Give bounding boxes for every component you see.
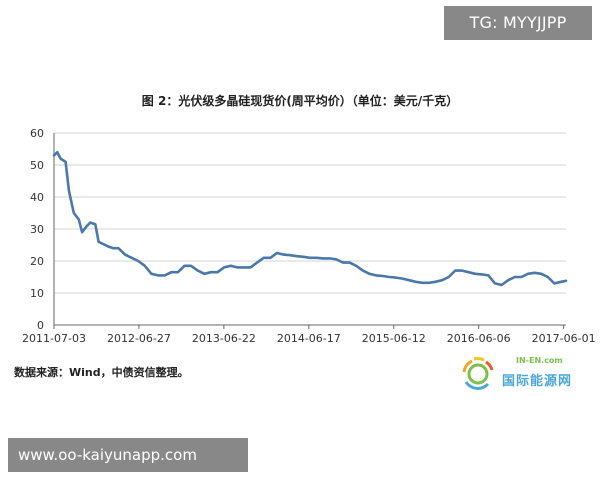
y-tick-label-40: 40	[30, 191, 44, 204]
x-tick-label-2014-06-17: 2014-06-17	[277, 332, 341, 345]
x-tick-label-2017-06-01: 2017-06-01	[532, 332, 596, 345]
y-tick-label-30: 30	[30, 223, 44, 236]
y-tick-label-10: 10	[30, 287, 44, 300]
axes	[53, 133, 566, 329]
watermark-telegram: TG: MYYJJPP	[444, 6, 592, 40]
x-tick-label-2012-06-27: 2012-06-27	[107, 332, 171, 345]
watermark-website: www.oo-kaiyunapp.com	[8, 438, 248, 472]
chart-title: 图 2：光伏级多晶硅现货价(周平均价）（单位：美元/千克）	[141, 94, 459, 108]
y-tick-label-50: 50	[30, 159, 44, 172]
x-tick-label-2015-06-12: 2015-06-12	[362, 332, 426, 345]
x-tick-label-2011-07-03: 2011-07-03	[22, 332, 86, 345]
logo-name: 国际能源网	[502, 374, 573, 389]
y-tick-labels: 0 10 20 30 40 50 60	[30, 127, 44, 332]
x-tick-labels: 2011-07-03 2012-06-27 2013-06-22 2014-06-17…	[22, 332, 596, 345]
logo-domain: IN-EN.com	[516, 356, 563, 365]
y-tick-label-0: 0	[37, 319, 44, 332]
series	[52, 150, 568, 287]
in-en-logo: IN-EN.com 国际能源网	[456, 350, 596, 396]
source-note: 数据来源：Wind，中债资信整理。	[14, 366, 189, 379]
series-line-0	[52, 150, 568, 287]
gridlines	[54, 132, 566, 294]
y-tick-label-60: 60	[30, 127, 44, 140]
x-tick-label-2016-06-06: 2016-06-06	[447, 332, 511, 345]
sun-icon	[462, 357, 494, 390]
y-tick-label-20: 20	[30, 255, 44, 268]
x-tick-label-2013-06-22: 2013-06-22	[192, 332, 256, 345]
